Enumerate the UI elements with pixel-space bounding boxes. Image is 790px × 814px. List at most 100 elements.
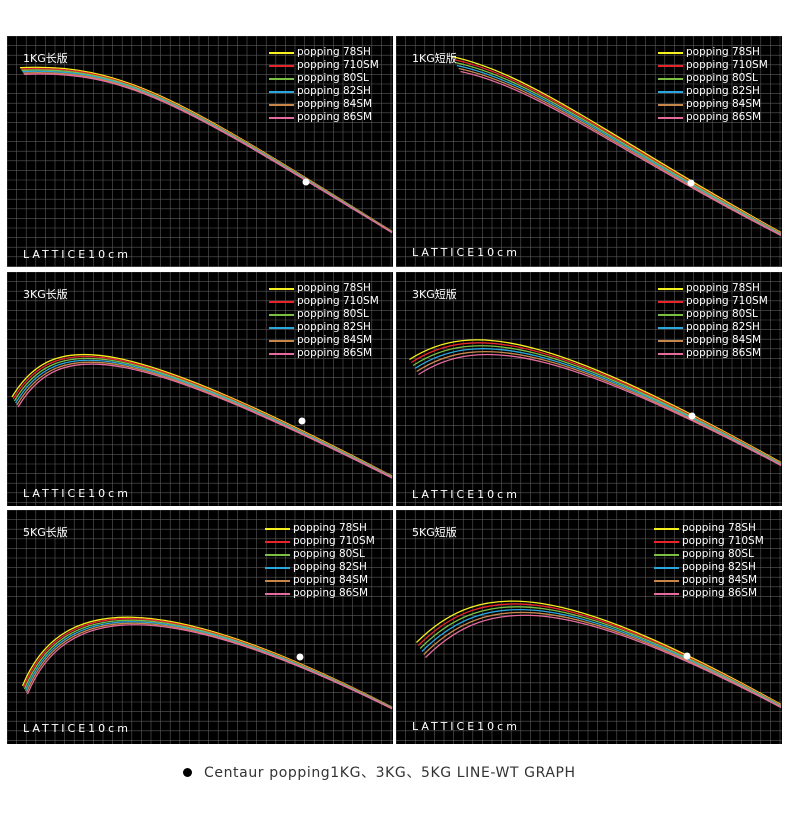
marker-dot	[683, 652, 691, 660]
legend-swatch	[658, 313, 683, 316]
legend-item: popping 86SM	[265, 587, 375, 600]
chart-panel: 1KG长版 popping 78SH popping 710SM popping 80…	[7, 36, 393, 267]
legend-swatch	[658, 77, 683, 80]
chart-panel: 1KG短版 popping 78SH popping 710SM popping 80…	[396, 36, 782, 267]
series-line-4	[15, 359, 393, 478]
legend: popping 78SH popping 710SM popping 80SL pop…	[269, 46, 379, 124]
series-line-5	[458, 67, 782, 236]
legend-item: popping 82SH	[269, 85, 379, 98]
legend: popping 78SH popping 710SM popping 80SL pop…	[654, 522, 764, 600]
legend-swatch	[265, 566, 290, 569]
legend-label: popping 80SL	[297, 308, 369, 320]
legend-swatch	[658, 352, 683, 355]
legend-label: popping 78SH	[686, 282, 760, 294]
legend-label: popping 78SH	[682, 522, 756, 534]
legend-label: popping 86SM	[682, 587, 758, 599]
chart-svg	[7, 272, 393, 506]
marker-dot	[298, 417, 306, 425]
legend-label: popping 86SM	[297, 111, 373, 123]
legend-item: popping 78SH	[269, 282, 379, 295]
legend-swatch	[269, 326, 294, 329]
legend-swatch	[265, 579, 290, 582]
legend-item: popping 80SL	[658, 72, 768, 85]
legend-swatch	[654, 566, 679, 569]
legend-swatch	[654, 553, 679, 556]
series-line-5	[423, 611, 782, 708]
legend-label: popping 82SH	[297, 85, 371, 97]
legend-item: popping 82SH	[265, 561, 375, 574]
series-line-3	[412, 345, 782, 465]
legend-item: popping 84SM	[658, 334, 768, 347]
series-line-3	[454, 61, 782, 235]
lattice-label: LATTICE10cm	[412, 720, 520, 733]
series-line-6	[23, 73, 393, 234]
chart-panel: 3KG短版 popping 78SH popping 710SM popping 80…	[396, 272, 782, 506]
series-line-2	[417, 603, 782, 706]
series-line-5	[25, 622, 393, 710]
legend-label: popping 78SH	[297, 282, 371, 294]
legend-label: popping 82SH	[293, 561, 367, 573]
legend-label: popping 84SM	[682, 574, 758, 586]
legend-label: popping 86SM	[686, 347, 762, 359]
series-line-5	[16, 361, 393, 479]
series-line-6	[460, 70, 782, 237]
legend-item: popping 78SH	[658, 282, 768, 295]
legend-swatch	[269, 339, 294, 342]
legend-label: popping 84SM	[293, 574, 369, 586]
lattice-label: LATTICE10cm	[23, 248, 131, 261]
series-line-3	[13, 357, 393, 478]
series-line-2	[12, 355, 393, 477]
legend-item: popping 80SL	[265, 548, 375, 561]
legend-label: popping 80SL	[297, 72, 369, 84]
series-line-2	[453, 58, 782, 234]
series-line-4	[456, 64, 782, 235]
legend-swatch	[269, 103, 294, 106]
legend-item: popping 710SM	[658, 59, 768, 72]
legend-swatch	[269, 313, 294, 316]
legend-swatch	[265, 527, 290, 530]
caption: Centaur popping1KG、3KG、5KG LINE-WT GRAPH	[183, 762, 576, 782]
legend-swatch	[265, 553, 290, 556]
chart-panel: 5KG长版 popping 78SH popping 710SM popping 80…	[7, 510, 393, 744]
series-line-3	[23, 619, 393, 709]
legend-item: popping 86SM	[654, 587, 764, 600]
lattice-label: LATTICE10cm	[412, 488, 520, 501]
marker-dot	[296, 653, 304, 661]
legend-item: popping 82SH	[654, 561, 764, 574]
legend-swatch	[658, 326, 683, 329]
legend-item: popping 82SH	[658, 321, 768, 334]
legend-swatch	[265, 540, 290, 543]
legend-swatch	[654, 579, 679, 582]
legend: popping 78SH popping 710SM popping 80SL pop…	[265, 522, 375, 600]
series-line-1	[416, 600, 782, 706]
lattice-label: LATTICE10cm	[412, 246, 520, 259]
legend-item: popping 86SM	[658, 347, 768, 360]
panel-title: 5KG长版	[23, 526, 68, 539]
series-line-6	[425, 614, 782, 709]
chart-svg	[396, 36, 782, 267]
legend-label: popping 80SL	[686, 72, 758, 84]
legend-swatch	[269, 300, 294, 303]
legend-label: popping 84SM	[297, 98, 373, 110]
legend-swatch	[269, 64, 294, 67]
legend-swatch	[658, 64, 683, 67]
legend-item: popping 80SL	[658, 308, 768, 321]
series-line-3	[419, 606, 782, 707]
legend-swatch	[658, 116, 683, 119]
legend-label: popping 82SH	[686, 85, 760, 97]
marker-dot	[688, 412, 696, 420]
legend-item: popping 80SL	[654, 548, 764, 561]
legend-item: popping 84SM	[265, 574, 375, 587]
legend-item: popping 80SL	[269, 308, 379, 321]
legend-swatch	[658, 339, 683, 342]
legend-item: popping 78SH	[265, 522, 375, 535]
legend-swatch	[658, 51, 683, 54]
legend-swatch	[269, 116, 294, 119]
legend-label: popping 80SL	[682, 548, 754, 560]
legend-swatch	[654, 527, 679, 530]
legend-swatch	[658, 103, 683, 106]
legend-label: popping 86SM	[293, 587, 369, 599]
legend-swatch	[654, 540, 679, 543]
legend-item: popping 710SM	[265, 535, 375, 548]
legend-label: popping 82SH	[682, 561, 756, 573]
